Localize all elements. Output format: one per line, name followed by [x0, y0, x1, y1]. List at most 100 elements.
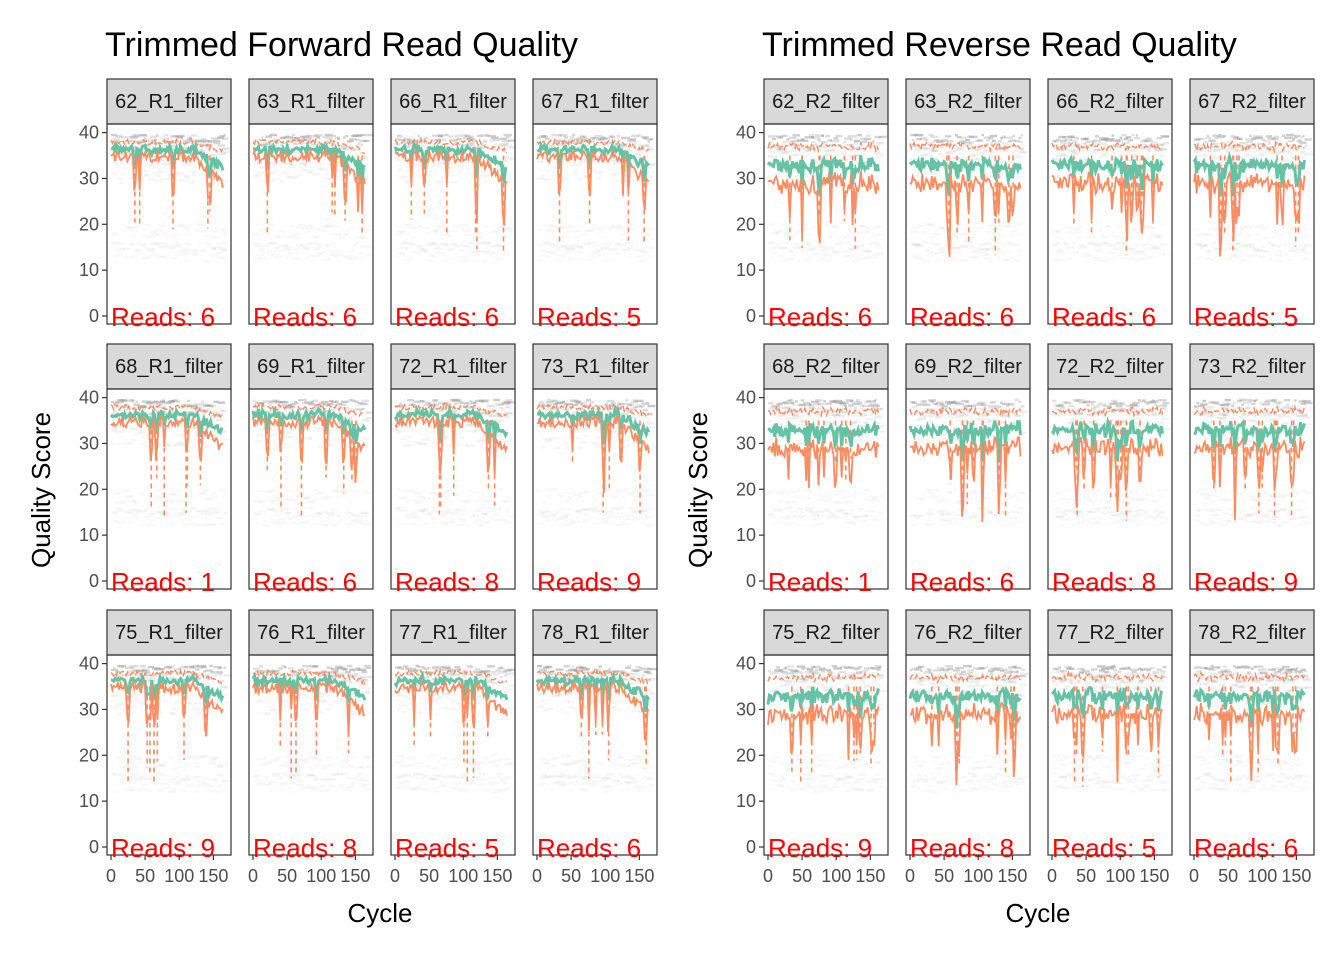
quality-heat-cell — [326, 402, 334, 406]
quality-heat-cell — [162, 499, 169, 503]
quality-heat-cell — [565, 519, 569, 523]
quality-heat-cell — [283, 245, 289, 248]
quality-heat-cell — [316, 758, 322, 762]
quality-heat-cell — [129, 176, 136, 180]
quality-heat-cell — [1083, 251, 1090, 253]
quality-heat-cell — [147, 255, 152, 259]
quality-heat-cell — [444, 234, 452, 238]
quality-heat-cell — [269, 133, 278, 137]
quality-heat-cell — [454, 225, 462, 229]
quality-heat-cell — [647, 167, 653, 170]
quality-heat-cell — [318, 491, 328, 494]
quality-heat-cell — [156, 790, 163, 793]
quality-heat-cell — [629, 140, 637, 144]
quality-heat-cell — [649, 786, 655, 789]
quality-heat-cell — [435, 497, 444, 501]
quality-heat-cell — [969, 154, 976, 158]
panel-plot-area — [766, 133, 887, 263]
quality-heat-cell — [598, 170, 603, 173]
quality-heat-cell — [156, 134, 159, 137]
quality-heat-cell — [293, 137, 300, 140]
quality-heat-cell — [545, 439, 553, 443]
quality-heat-cell — [357, 668, 366, 671]
quality-heat-cell — [442, 513, 448, 517]
quality-heat-cell — [573, 236, 579, 239]
quality-heat-cell — [287, 404, 293, 407]
quality-heat-cell — [267, 508, 275, 511]
quality-heat-cell — [164, 666, 172, 669]
quality-heat-cell — [185, 524, 188, 526]
quality-heat-cell — [125, 666, 135, 670]
quality-heat-cell — [792, 226, 796, 229]
quality-heat-cell — [222, 783, 230, 785]
quality-heat-cell — [119, 766, 127, 769]
quality-heat-cell — [821, 141, 828, 144]
quality-heat-cell — [115, 135, 123, 138]
quality-heat-cell — [433, 712, 440, 716]
quality-heat-cell — [503, 411, 512, 415]
quality-heat-cell — [627, 672, 635, 676]
quality-heat-cell — [571, 133, 576, 137]
quality-heat-cell — [347, 139, 354, 143]
quality-heat-cell — [573, 153, 579, 156]
quality-heat-cell — [575, 761, 580, 764]
quality-heat-cell — [306, 668, 310, 671]
quality-heat-cell — [561, 515, 569, 518]
quality-heat-cell — [629, 492, 634, 496]
quality-heat-cell — [1074, 137, 1079, 140]
quality-heat-cell — [209, 789, 213, 793]
quality-heat-cell — [639, 405, 645, 408]
y-tick-label: 30 — [79, 699, 99, 719]
quality-heat-cell — [1012, 256, 1017, 259]
quality-heat-cell — [567, 522, 576, 525]
quality-heat-cell — [637, 254, 645, 258]
quality-heat-cell — [332, 250, 339, 253]
quality-heat-cell — [209, 671, 214, 675]
quality-heat-cell — [209, 404, 216, 408]
quality-heat-cell — [300, 226, 309, 230]
quality-heat-cell — [275, 712, 279, 715]
quality-heat-cell — [395, 255, 401, 257]
quality-heat-cell — [458, 773, 466, 777]
quality-heat-cell — [590, 165, 594, 168]
quality-heat-cell — [359, 410, 362, 413]
quality-heat-cell — [629, 174, 635, 178]
quality-heat-cell — [1156, 136, 1163, 140]
quality-heat-cell — [505, 142, 509, 145]
quality-heat-cell — [912, 144, 916, 147]
quality-heat-cell — [336, 672, 345, 676]
quality-heat-cell — [466, 664, 473, 668]
quality-heat-cell — [201, 149, 207, 153]
quality-heat-cell — [596, 492, 604, 495]
quality-heat-cell — [405, 247, 408, 251]
quality-heat-cell — [440, 520, 446, 524]
quality-heat-cell — [573, 775, 577, 778]
quality-heat-cell — [1107, 177, 1112, 180]
quality-heat-cell — [489, 414, 494, 417]
quality-heat-cell — [1137, 143, 1147, 147]
quality-heat-cell — [153, 228, 161, 232]
quality-heat-cell — [635, 672, 638, 676]
quality-heat-cell — [1018, 175, 1021, 178]
quality-heat-cell — [450, 517, 456, 521]
quality-heat-cell — [592, 500, 596, 503]
quality-heat-cell — [395, 675, 400, 679]
quality-heat-cell — [336, 233, 342, 236]
quality-heat-cell — [407, 440, 417, 443]
quality-heat-cell — [338, 784, 345, 787]
quality-heat-cell — [415, 501, 422, 504]
quality-heat-cell — [637, 413, 645, 417]
quality-heat-cell — [963, 259, 970, 262]
quality-heat-cell — [119, 675, 124, 679]
quality-heat-cell — [971, 153, 979, 156]
quality-heat-cell — [133, 697, 138, 700]
quality-heat-cell — [153, 410, 163, 413]
quality-heat-cell — [458, 399, 463, 402]
quality-heat-cell — [452, 410, 457, 414]
quality-heat-cell — [343, 441, 352, 444]
quality-heat-cell — [123, 255, 128, 259]
quality-heat-cell — [192, 706, 201, 710]
quality-heat-cell — [316, 227, 321, 231]
quality-heat-cell — [454, 135, 459, 138]
quality-heat-cell — [1142, 243, 1148, 246]
